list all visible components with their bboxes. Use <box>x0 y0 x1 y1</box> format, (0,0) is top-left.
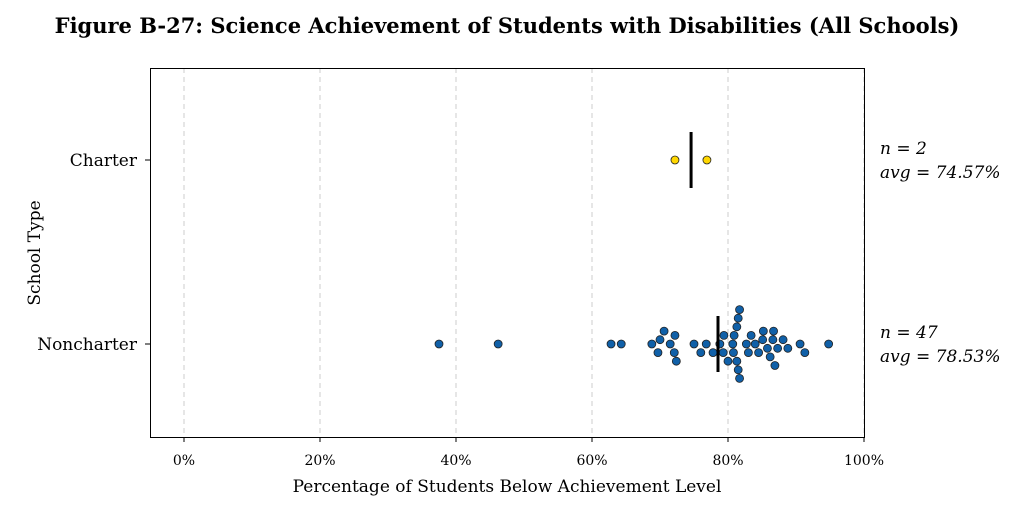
data-point <box>763 343 772 353</box>
data-point <box>773 343 783 353</box>
data-point <box>670 155 680 165</box>
x-tick-label: 0% <box>173 453 195 469</box>
data-point <box>729 330 739 340</box>
data-point <box>719 330 729 340</box>
x-axis-label: Percentage of Students Below Achievement… <box>293 477 722 497</box>
annotation-n: n = 47 <box>880 323 938 343</box>
data-point <box>718 348 728 358</box>
data-point <box>746 330 756 340</box>
data-point <box>732 322 742 332</box>
data-point <box>434 339 444 349</box>
data-point <box>616 339 626 349</box>
data-point <box>735 373 744 383</box>
data-point <box>733 365 743 375</box>
data-point <box>765 352 775 362</box>
data-point <box>744 348 753 358</box>
x-tick-label: 100% <box>844 453 884 469</box>
data-point <box>701 339 711 349</box>
x-tick-label: 80% <box>712 453 743 469</box>
data-point <box>655 335 665 345</box>
data-point <box>653 348 663 358</box>
data-point <box>665 339 675 349</box>
data-point <box>659 326 669 336</box>
data-point <box>671 356 681 366</box>
x-tick-label: 60% <box>576 453 607 469</box>
data-point <box>733 313 743 323</box>
data-point <box>741 339 751 349</box>
chart-title: Figure B-27: Science Achievement of Stud… <box>55 13 960 38</box>
data-point <box>750 339 760 349</box>
data-point <box>669 348 679 358</box>
data-point <box>670 330 680 340</box>
x-tick-label: 40% <box>440 453 471 469</box>
data-point <box>708 348 718 358</box>
data-point <box>689 339 699 349</box>
data-point <box>758 326 768 336</box>
data-point <box>768 335 778 345</box>
annotation-avg: avg = 74.57% <box>880 163 1001 183</box>
data-point <box>728 339 738 349</box>
data-point <box>800 348 810 358</box>
data-point <box>732 356 742 366</box>
plot-frame <box>150 68 865 438</box>
data-point <box>795 339 805 349</box>
data-point <box>769 326 778 336</box>
data-point <box>723 356 733 366</box>
data-point <box>606 339 616 349</box>
y-axis-label: School Type <box>25 200 45 305</box>
data-point <box>778 335 788 345</box>
data-point <box>493 339 503 349</box>
data-point <box>647 339 657 349</box>
annotation-avg: avg = 78.53% <box>880 347 1001 367</box>
data-point <box>754 348 763 358</box>
y-tick-label: Charter <box>70 151 138 171</box>
data-point <box>735 305 744 315</box>
data-point <box>696 348 706 358</box>
data-point <box>770 361 780 370</box>
x-tick-label: 20% <box>304 453 335 469</box>
data-point <box>702 155 712 165</box>
data-point <box>824 339 834 349</box>
data-point <box>783 343 793 353</box>
y-tick-label: Noncharter <box>37 335 138 355</box>
data-point <box>758 335 768 345</box>
data-point <box>729 348 738 358</box>
annotation-n: n = 2 <box>880 139 927 159</box>
